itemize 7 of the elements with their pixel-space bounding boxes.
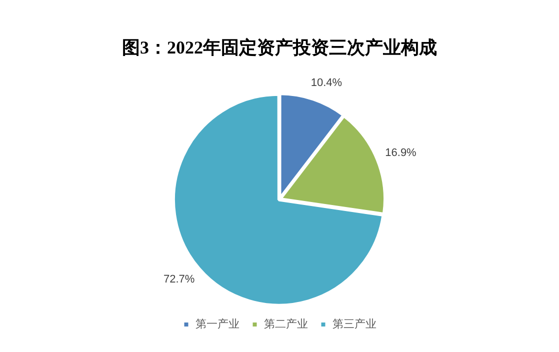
legend-label: 第二产业 bbox=[264, 317, 308, 330]
legend-label: 第三产业 bbox=[332, 317, 376, 330]
data-label: 16.9% bbox=[385, 147, 417, 160]
data-label: 72.7% bbox=[164, 274, 195, 286]
chart-title: 图3：2022年固定资产投资三次产业构成 bbox=[122, 37, 437, 58]
legend-label: 第一产业 bbox=[195, 317, 240, 330]
data-label: 10.4% bbox=[310, 77, 342, 90]
